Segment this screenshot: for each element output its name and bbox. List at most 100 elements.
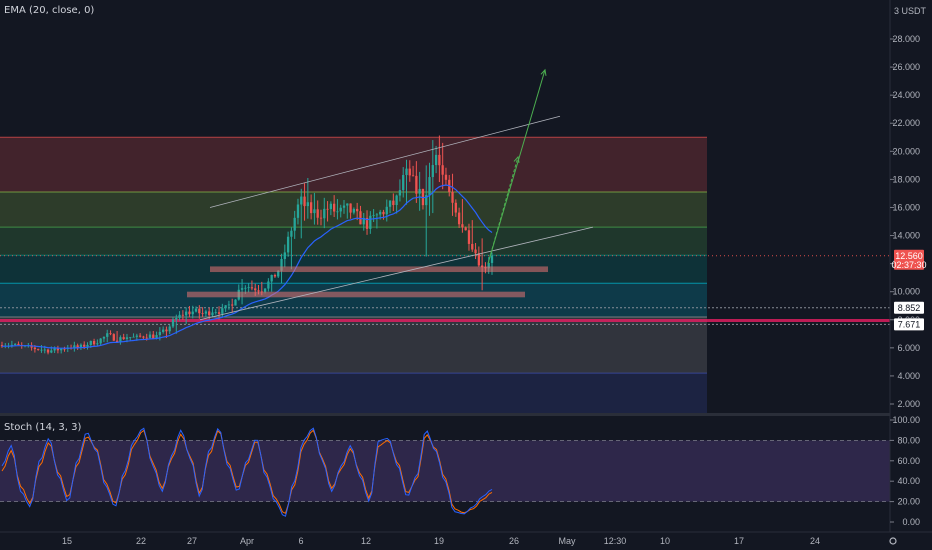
candle-body — [283, 252, 286, 259]
candle-body — [293, 217, 296, 231]
countdown-label: 02:37:30 — [891, 260, 926, 270]
candle-body — [185, 311, 188, 316]
candle-body — [33, 347, 37, 350]
candle-body — [56, 347, 60, 351]
candle-body — [155, 335, 158, 339]
candle-body — [211, 312, 214, 316]
candle-body — [402, 175, 405, 191]
candle-body — [50, 350, 53, 353]
x-tick-label: 24 — [810, 536, 820, 546]
gear-ring — [889, 537, 897, 545]
candle-body — [411, 175, 415, 177]
candle-body — [395, 195, 398, 206]
stoch-indicator-label[interactable]: Stoch (14, 3, 3) — [4, 422, 82, 433]
candle-body — [457, 212, 461, 225]
candle-body — [444, 174, 448, 180]
candle-body — [191, 311, 194, 315]
candle-body — [89, 340, 92, 345]
trendline-projection-2 — [487, 69, 546, 264]
candle-body — [332, 203, 336, 212]
y-tick-label: 24.000 — [892, 90, 920, 100]
candle-body — [132, 336, 135, 338]
candle-body — [313, 209, 316, 214]
candle-body — [303, 196, 306, 207]
fib-zone-6 — [0, 373, 707, 416]
candle-body — [221, 308, 224, 314]
candle-body — [231, 304, 234, 306]
candle-body — [152, 334, 155, 339]
candle-body — [106, 333, 109, 337]
projection-arrowhead-2 — [540, 68, 547, 76]
candle-body — [178, 314, 181, 318]
candle-body — [319, 217, 323, 219]
y-tick-label: 2.000 — [897, 399, 920, 409]
x-tick-label: 19 — [434, 536, 444, 546]
candle-body — [46, 349, 50, 353]
y-tick-label: 20.000 — [892, 146, 920, 156]
candle-body — [267, 281, 270, 289]
candle-body — [461, 224, 464, 228]
ema-indicator-label[interactable]: EMA (20, close, 0) — [4, 5, 95, 16]
candle-body — [125, 337, 129, 340]
candle-body — [257, 290, 260, 292]
candle-body — [405, 168, 408, 176]
x-tick-label: 10 — [660, 536, 670, 546]
candle-body — [188, 311, 191, 315]
candle-body — [0, 345, 4, 347]
candle-body — [415, 175, 418, 194]
candle-body — [135, 335, 138, 337]
x-tick-label: 12:30 — [604, 536, 627, 546]
candle-body — [280, 258, 283, 271]
candle-body — [145, 337, 148, 339]
x-tick-label: 12 — [361, 536, 371, 546]
candle-body — [379, 211, 382, 215]
stoch-y-tick-label: 20.00 — [897, 497, 920, 507]
y-tick-label: 10.000 — [892, 287, 920, 297]
candle-body — [99, 338, 102, 344]
stoch-y-tick-label: 80.00 — [897, 435, 920, 445]
candle-body — [92, 340, 96, 345]
candle-body — [356, 208, 359, 212]
candle-body — [480, 265, 484, 268]
stoch-y-tick-label: 60.00 — [897, 456, 920, 466]
stoch-y-tick-label: 40.00 — [897, 476, 920, 486]
candle-body — [73, 345, 76, 349]
candle-body — [316, 209, 319, 218]
y-tick-label: 18.000 — [892, 174, 920, 184]
candle-body — [471, 243, 474, 250]
candles-group — [0, 135, 494, 355]
fib-zone-5 — [0, 316, 707, 374]
stoch-band — [0, 440, 890, 502]
candle-body — [250, 287, 254, 289]
x-tick-label: May — [558, 536, 576, 546]
candle-body — [365, 217, 369, 229]
x-tick-label: 17 — [734, 536, 744, 546]
candle-body — [346, 203, 349, 206]
candle-body — [63, 348, 66, 350]
fib-zone-0 — [0, 137, 707, 193]
candle-body — [487, 262, 490, 269]
candle-body — [326, 208, 329, 210]
resistance-box-1 — [187, 291, 525, 298]
x-tick-label: 27 — [187, 536, 197, 546]
candle-body — [138, 335, 142, 337]
candle-body — [290, 230, 293, 237]
candle-body — [277, 270, 280, 277]
price-tag-1: 7.671 — [898, 319, 921, 329]
trendline-lower-channel-1 — [199, 226, 594, 321]
settings-gear-icon[interactable] — [889, 537, 897, 545]
candle-body — [441, 165, 444, 175]
candle-body — [53, 347, 56, 351]
candle-body — [428, 177, 431, 196]
candle-body — [165, 329, 168, 332]
candle-body — [102, 336, 106, 339]
candle-body — [451, 191, 454, 203]
ema-line — [1, 184, 493, 349]
candle-body — [247, 287, 250, 289]
candle-body — [76, 345, 79, 348]
candle-body — [388, 200, 392, 207]
candle-body — [270, 274, 273, 282]
projection-arrowhead-3 — [513, 155, 520, 163]
last-price-tag-bg — [894, 249, 924, 270]
